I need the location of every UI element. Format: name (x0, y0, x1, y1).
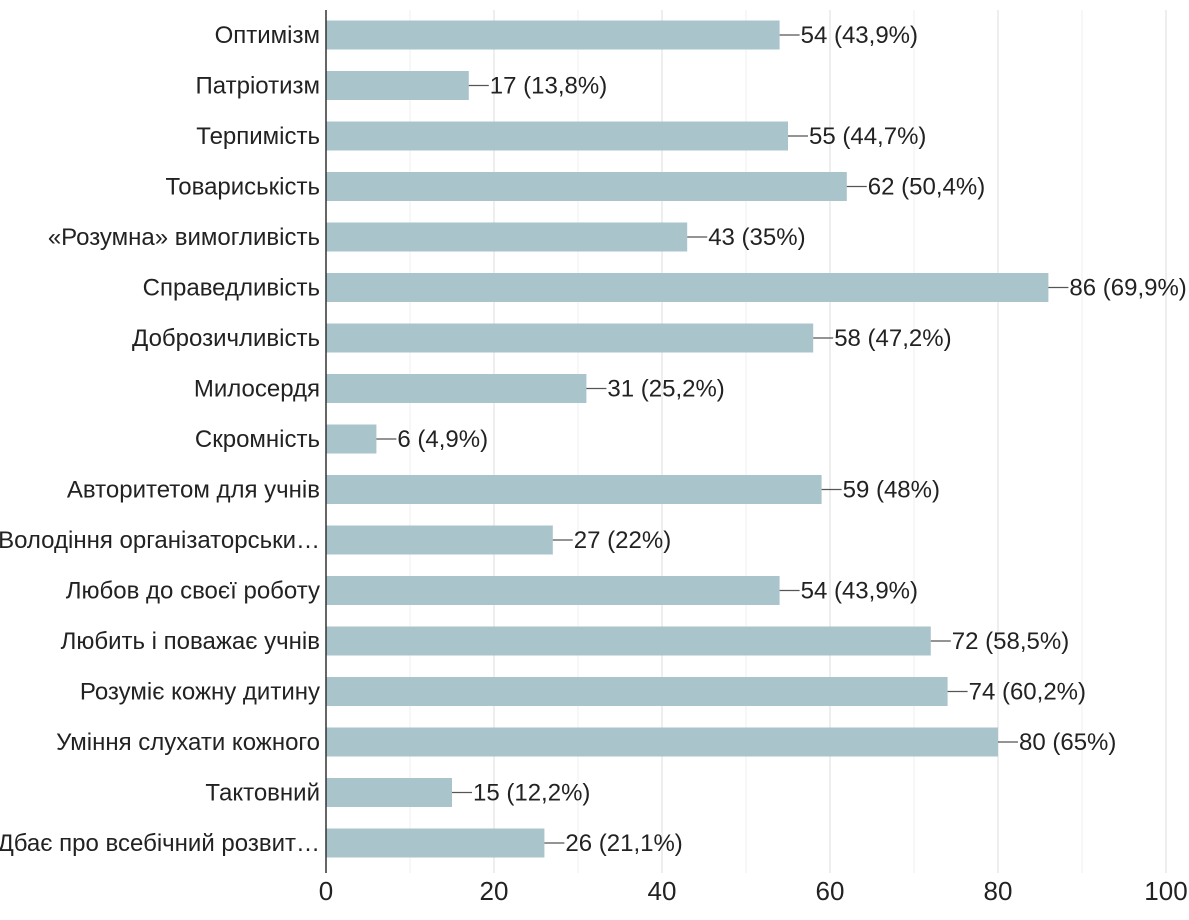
grid-lines (409, 10, 1167, 873)
data-label: 55 (44,7%) (809, 123, 926, 150)
category-label: Патріотизм (196, 73, 320, 100)
category-label: Доброзичливість (132, 325, 320, 352)
category-label: Терпимість (196, 123, 320, 150)
bar (326, 778, 452, 807)
x-tick-label: 40 (648, 876, 677, 906)
data-label: 54 (43,9%) (801, 578, 918, 605)
bar (326, 121, 788, 151)
axes: 0 20 40 60 80 100 (319, 10, 1188, 906)
category-label: Дбає про всебічний розвит… (0, 830, 320, 857)
bar (326, 71, 469, 100)
data-label: 72 (58,5%) (952, 628, 1069, 655)
data-label: 31 (25,2%) (607, 376, 724, 403)
category-label: Милосердя (194, 376, 320, 403)
data-label: 26 (21,1%) (565, 830, 682, 857)
data-label: 54 (43,9%) (801, 22, 918, 49)
data-label: 59 (48%) (843, 477, 940, 504)
bar (326, 626, 931, 656)
bar (326, 172, 847, 201)
category-label: Скромність (195, 426, 320, 453)
category-label: Уміння слухати кожного (56, 729, 320, 756)
bar (326, 323, 814, 353)
data-label: 62 (50,4%) (868, 174, 985, 201)
bars (326, 20, 1049, 858)
bar (326, 424, 377, 454)
data-label: 15 (12,2%) (473, 780, 590, 807)
category-label: Любов до своєї роботу (66, 578, 320, 605)
category-label: Володіння організаторськи… (0, 527, 320, 554)
data-label: 43 (35%) (708, 224, 805, 251)
bar (326, 475, 822, 504)
x-tick-label: 0 (319, 876, 333, 906)
category-label: Авторитетом для учнів (67, 477, 320, 504)
bar (326, 828, 545, 858)
bar (326, 20, 780, 50)
labels: 54 (43,9%) Оптимізм 17 (13,8%) Патріотизм 55… (0, 22, 1187, 857)
x-tick-label: 100 (1144, 876, 1187, 906)
data-label: 58 (47,2%) (834, 325, 951, 352)
category-label: Любить і поважає учнів (61, 628, 320, 655)
data-label: 86 (69,9%) (1069, 275, 1186, 302)
category-label: Оптимізм (215, 22, 320, 49)
bar (326, 222, 688, 252)
category-label: «Розумна» вимогливість (48, 224, 320, 251)
data-label: 80 (65%) (1019, 729, 1116, 756)
bar (326, 525, 553, 555)
bar (326, 273, 1049, 302)
data-label: 27 (22%) (574, 527, 671, 554)
bar (326, 374, 587, 403)
data-label: 17 (13,8%) (490, 73, 607, 100)
category-label: Справедливість (143, 275, 320, 302)
category-label: Розуміє кожну дитину (80, 679, 320, 706)
category-label: Товариськість (165, 174, 320, 201)
data-label: 74 (60,2%) (969, 679, 1086, 706)
x-tick-label: 80 (984, 876, 1013, 906)
x-tick-label: 20 (480, 876, 509, 906)
category-label: Тактовний (205, 780, 320, 807)
bar (326, 727, 998, 757)
x-tick-label: 60 (816, 876, 845, 906)
data-label: 6 (4,9%) (397, 426, 488, 453)
bar (326, 677, 948, 706)
bar (326, 576, 780, 605)
